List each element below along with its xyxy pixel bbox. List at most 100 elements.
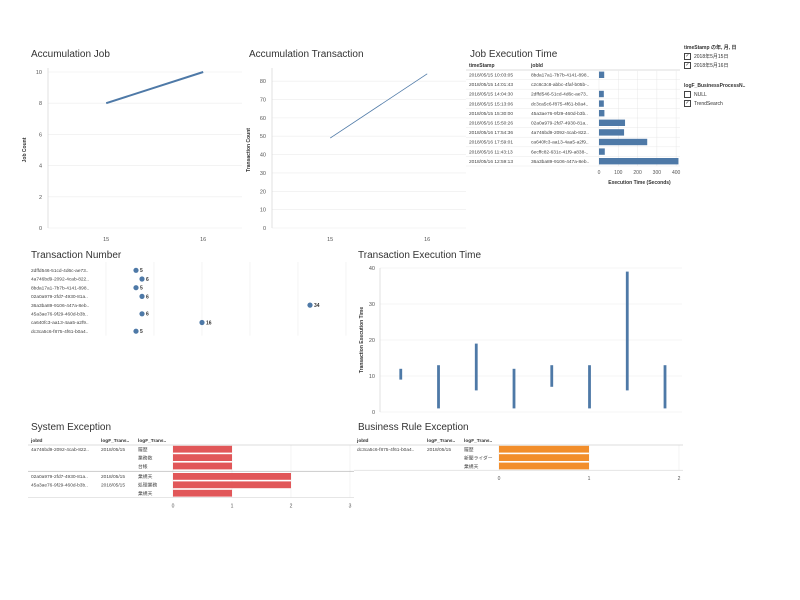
cell-date: 2018/05/15 [101, 447, 125, 453]
cell-jobid: dc3ca5c6-f875-4f61-b0a4.. [531, 101, 588, 107]
legend-item-null[interactable]: NULL [684, 91, 794, 98]
transaction-execution-time-chart: 0 10 20 30 40 Transaction Execution Time [359, 266, 682, 416]
cell-timestamp: 2018/05/15 10:03:05 [469, 73, 513, 79]
cell-label: 処理業務 [138, 482, 157, 489]
data-label: 5 [140, 286, 143, 292]
legend: timeStamp の年, 月, 日 ✓ 2018年5月15日 ✓ 2018年5… [684, 44, 794, 107]
cell-date: 2018/05/15 [101, 483, 125, 489]
system-exception-title: System Exception [31, 422, 112, 433]
x-tick-label: 16 [200, 237, 206, 243]
transaction-execution-time-title: Transaction Execution Time [358, 250, 482, 261]
bar [499, 454, 589, 461]
x-tick-label: 400 [672, 170, 681, 176]
x-tick-label: 100 [614, 170, 623, 176]
checkbox-unchecked-icon[interactable] [684, 91, 691, 98]
y-tick-label: 40 [260, 153, 266, 159]
row-label: 2dffd546-51cd-4d6c-ae73.. [31, 268, 89, 274]
accumulation-job-title: Accumulation Job [31, 49, 110, 60]
data-point [139, 276, 145, 282]
cell-jobid: ca640fc3-aa13-4aa5-a2f9.. [531, 140, 589, 146]
data-point [307, 302, 313, 308]
data-point [199, 319, 205, 326]
row-label: 8bda17a1-7b7b-4141-898.. [31, 285, 89, 291]
cell-date: 2018/05/15 [101, 474, 125, 480]
bar [499, 462, 589, 470]
y-tick-label: 20 [260, 189, 266, 195]
x-tick-label: 15 [327, 237, 333, 243]
cell-timestamp: 2018/05/16 12:59:13 [469, 159, 513, 165]
y-tick-label: 30 [369, 302, 375, 308]
y-axis-label: Job Count [22, 137, 28, 162]
data-point [133, 267, 139, 273]
x-axis-label: Execution Time (Seconds) [608, 180, 671, 186]
legend-timestamp-head: timeStamp の年, 月, 日 [684, 45, 737, 51]
y-tick-label: 50 [260, 134, 266, 140]
legend-item-label: 2018年5月16日 [694, 63, 729, 69]
y-tick-label: 0 [39, 226, 42, 232]
y-tick-label: 6 [39, 132, 42, 138]
cell-jobid: 2dffd546-51cd-4d6c-ae73.. [531, 92, 589, 98]
checkbox-checked-icon[interactable]: ✓ [684, 53, 691, 60]
bar [599, 90, 604, 98]
range-bar [512, 368, 516, 409]
bar [599, 148, 605, 155]
x-tick-label: 0 [498, 476, 501, 482]
legend-item-trendsearch[interactable]: ✓ TrendSearch [684, 100, 794, 107]
data-label: 6 [146, 312, 149, 318]
column-header-trans2: logF_Trans.. [464, 438, 492, 444]
range-bar [663, 365, 667, 409]
data-label: 5 [140, 268, 143, 274]
bar [173, 473, 291, 480]
job-execution-time-title: Job Execution Time [470, 49, 558, 60]
y-tick-label: 4 [39, 164, 42, 170]
cell-jobid: c2c8c3c8-abbc-4faf-b05b-.. [531, 82, 589, 88]
x-tick-label: 0 [598, 170, 601, 176]
y-axis-label: Transaction Execution Time [359, 307, 365, 374]
x-tick-label: 2 [678, 476, 681, 482]
cell-jobid: 4a746bd9-2092-4cab-822.. [531, 130, 589, 136]
bar [599, 71, 605, 78]
column-header-jobid: jobId [30, 438, 43, 444]
column-header-timestamp: timeStamp [469, 63, 495, 69]
cell-label: 履歴 [138, 447, 148, 453]
range-bar [399, 368, 403, 380]
cell-jobid: 6ecffc82-631c-41f9-a838-.. [531, 149, 589, 155]
bar [173, 462, 232, 470]
y-tick-label: 0 [263, 226, 266, 232]
legend-process-head: logF_BusinessProcessN.. [684, 83, 746, 89]
legend-item-0516[interactable]: ✓ 2018年5月16日 [684, 62, 794, 69]
cell-timestamp: 2018/05/16 15:50:26 [469, 121, 513, 127]
y-tick-label: 2 [39, 195, 42, 201]
system-exception-chart: jobId logF_Trans.. logF_Trans.. 0 1 2 3 4a746bd… [28, 438, 354, 509]
row-label: dc3ca5c6-f875-4f61-b0a4.. [31, 329, 88, 335]
bar [173, 445, 232, 453]
cell-jobid: dc3ca5c6-f875-4f61-b0a4.. [357, 447, 414, 453]
range-bar [474, 343, 478, 391]
row-label: 02a0a979-2fd7-4930-81a.. [31, 294, 88, 300]
series-line [329, 73, 428, 139]
cell-label: 業規天 [138, 473, 153, 480]
column-header-trans1: logF_Trans.. [101, 438, 129, 444]
cell-timestamp: 2018/05/16 17:54:36 [469, 130, 513, 136]
y-tick-label: 10 [369, 374, 375, 380]
checkbox-checked-icon[interactable]: ✓ [684, 62, 691, 69]
cell-jobid: 8bda17a1-7b7b-4141-898.. [531, 73, 589, 79]
range-bar [588, 365, 591, 409]
data-label: 6 [146, 294, 149, 300]
column-header-trans1: logF_Trans.. [427, 438, 455, 444]
legend-item-label: 2018年5月15日 [694, 54, 729, 60]
y-tick-label: 0 [372, 410, 375, 416]
checkbox-checked-icon[interactable]: ✓ [684, 100, 691, 107]
bar [599, 138, 648, 146]
cell-label: 台帳 [138, 463, 148, 470]
accumulation-transaction-chart: 0 10 20 30 40 50 60 70 80 15 16 Transaction Count [246, 68, 466, 243]
bar [599, 158, 679, 165]
data-point [139, 293, 145, 299]
bar [173, 454, 232, 461]
column-header-jobid: jobId [530, 63, 543, 69]
bar [599, 119, 626, 126]
column-header-trans2: logF_Trans.. [138, 438, 166, 444]
cell-jobid: 4a746bd9-2092-4cab-822.. [31, 447, 89, 453]
legend-item-0515[interactable]: ✓ 2018年5月15日 [684, 53, 794, 60]
cell-timestamp: 2018/05/16 17:59:01 [469, 140, 513, 146]
